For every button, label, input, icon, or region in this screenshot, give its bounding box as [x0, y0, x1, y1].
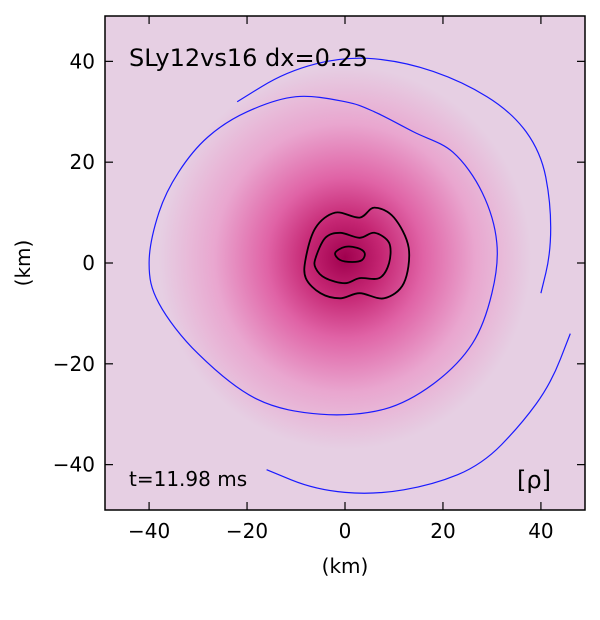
y-tick-label: 20: [70, 150, 95, 174]
y-tick-label: −40: [53, 453, 95, 477]
outer-density-contour: [236, 57, 552, 294]
x-tick-label: 20: [430, 519, 455, 543]
outer-density-contour: [266, 333, 571, 494]
x-tick-label: −40: [128, 519, 170, 543]
inner-density-contour: [303, 206, 411, 300]
y-tick-label: 40: [70, 49, 95, 73]
y-tick-label: 0: [82, 251, 95, 275]
density-disk: [158, 66, 532, 450]
y-tick-label: −20: [53, 352, 95, 376]
x-tick-label: 40: [528, 519, 553, 543]
outer-density-contour: [148, 95, 498, 416]
x-axis-ticks: −40 −20 0 20 40: [128, 16, 554, 543]
x-tick-label: −20: [226, 519, 268, 543]
time-label: t=11.98 ms: [129, 467, 247, 491]
inner-density-contour: [334, 245, 366, 263]
y-axis-ticks: −40 −20 0 20 40: [53, 49, 585, 477]
plot-area: [105, 16, 585, 510]
contour-layer: [148, 57, 571, 494]
x-axis-label: (km): [322, 554, 369, 578]
inner-density-contour: [313, 231, 392, 285]
y-axis-label: (km): [11, 240, 35, 287]
plot-title: SLy12vs16 dx=0.25: [129, 44, 368, 72]
colorbar-symbol: [ρ]: [517, 466, 551, 494]
x-tick-label: 0: [339, 519, 352, 543]
